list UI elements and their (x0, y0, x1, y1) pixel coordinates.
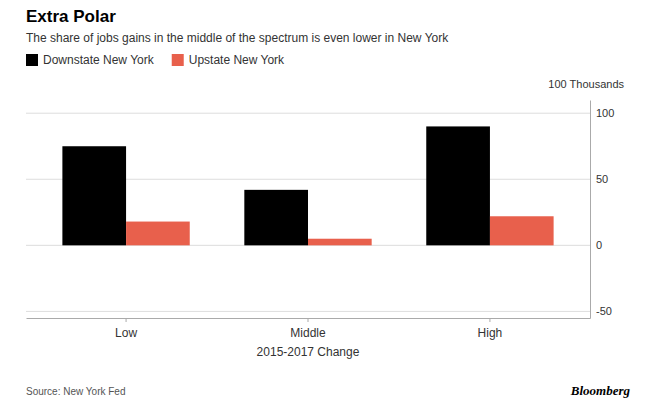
y-axis: -50 0 50 100 (590, 101, 614, 319)
bar-series (126, 216, 554, 245)
legend: Downstate New York Upstate New York (26, 53, 285, 67)
chart: Extra Polar The share of jobs gains in th… (0, 0, 650, 403)
x-tick-mark (126, 318, 127, 322)
bar (62, 146, 126, 245)
y-tick-label: 100 (596, 107, 614, 119)
x-tick-mark (489, 318, 490, 322)
y-tick-label: 0 (596, 239, 602, 251)
x-tick-label: Middle (290, 326, 326, 340)
grid (26, 113, 590, 311)
source: Source: New York Fed (26, 386, 126, 397)
y-tick-label: 50 (596, 173, 608, 185)
legend-swatch (172, 54, 184, 66)
subtitle: The share of jobs gains in the middle of… (26, 31, 449, 45)
legend-label: Upstate New York (189, 53, 285, 67)
x-tick-mark (308, 318, 309, 322)
y-tick-label: -50 (596, 305, 612, 317)
y-tick: -50 (590, 305, 612, 317)
bar (126, 222, 190, 246)
bars (62, 126, 553, 245)
legend-label: Downstate New York (43, 53, 155, 67)
x-tick-label: Low (115, 326, 137, 340)
grid-line (26, 311, 590, 312)
x-tick: Low (115, 318, 137, 340)
legend-item: Downstate New York (26, 53, 155, 67)
y-axis-line (590, 101, 591, 319)
title: Extra Polar (26, 7, 116, 26)
x-axis: Low Middle High (27, 318, 591, 340)
bar (426, 126, 490, 245)
legend-item: Upstate New York (172, 53, 285, 67)
y-axis-title: 100 Thousands (548, 78, 624, 90)
bar (244, 190, 308, 245)
bar (490, 216, 554, 245)
y-tick: 50 (590, 173, 608, 185)
bar (308, 239, 372, 246)
grid-line (26, 113, 590, 114)
x-axis-title: 2015-2017 Change (257, 345, 360, 359)
annotation: Bloomberg (570, 383, 631, 398)
x-tick: Middle (290, 318, 326, 340)
y-tick: 0 (590, 239, 602, 251)
y-tick: 100 (590, 107, 614, 119)
legend-swatch (26, 54, 38, 66)
bar-series (62, 126, 490, 245)
x-tick: High (478, 318, 503, 340)
x-tick-label: High (478, 326, 503, 340)
